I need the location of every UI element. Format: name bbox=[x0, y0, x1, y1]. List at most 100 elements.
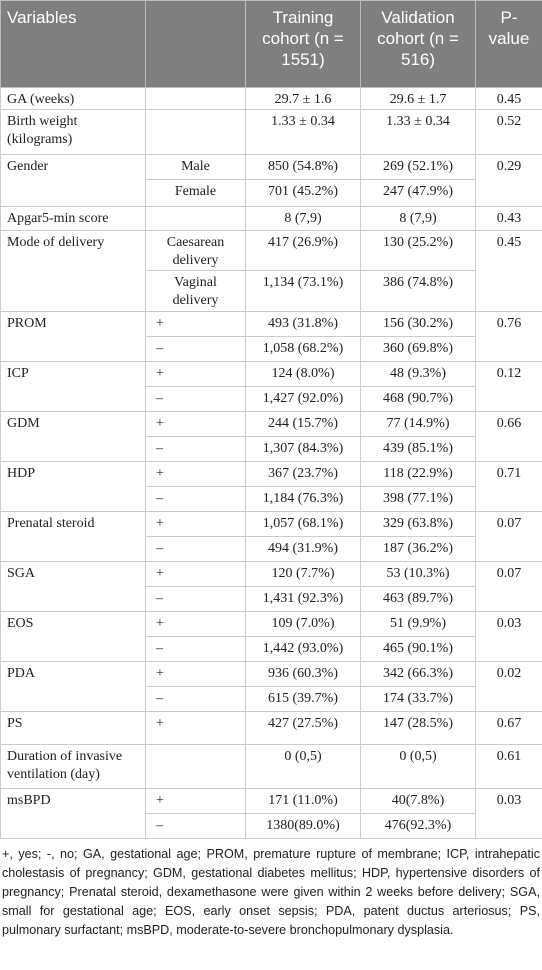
table-row: Prenatal steroid +1,057 (68.1%) 329 (63.8%… bbox=[0, 511, 542, 562]
training-cell: 171 (11.0%) bbox=[245, 788, 361, 814]
p-value-cell: 0.03 bbox=[475, 788, 542, 839]
training-cell: 417 (26.9%) bbox=[245, 230, 361, 271]
subgroup-cell: – bbox=[145, 386, 246, 412]
p-value-cell: 0.29 bbox=[475, 154, 542, 207]
training-cell: 1380(89.0%) bbox=[245, 813, 361, 839]
footnote: +, yes; -, no; GA, gestational age; PROM… bbox=[2, 847, 540, 937]
validation-cell: 29.6 ± 1.7 bbox=[360, 87, 476, 110]
subgroup-cell: + bbox=[145, 561, 246, 587]
subgroup-cell: – bbox=[145, 536, 246, 562]
header-cell: Validation cohort (n = 516) bbox=[360, 0, 476, 88]
subgroup-cell: Vaginal delivery bbox=[145, 270, 246, 312]
subgroup-cell: – bbox=[145, 586, 246, 612]
p-value-cell: 0.45 bbox=[475, 87, 542, 110]
table-row: GA (weeks) 29.7 ± 1.6 29.6 ± 1.7 0.45 bbox=[0, 87, 542, 110]
table-row: PS +427 (27.5%) 147 (28.5%) 0.67 bbox=[0, 711, 542, 745]
header-cell: Training cohort (n = 1551) bbox=[245, 0, 361, 88]
variable-cell: Birth weight (kilograms) bbox=[0, 109, 146, 155]
table-row: EOS +109 (7.0%) 51 (9.9%) 0.03 bbox=[0, 611, 542, 662]
header-cell: P-value bbox=[475, 0, 542, 88]
training-cell: 1,134 (73.1%) bbox=[245, 270, 361, 312]
training-cell: 615 (39.7%) bbox=[245, 686, 361, 712]
header-cell bbox=[145, 0, 246, 88]
subgroup-cell: + bbox=[145, 461, 246, 487]
validation-cell: 77 (14.9%) bbox=[360, 411, 476, 437]
validation-cell: 156 (30.2%) bbox=[360, 311, 476, 337]
table-row: SGA +120 (7.7%) 53 (10.3%) 0.07 bbox=[0, 561, 542, 612]
validation-cell: 247 (47.9%) bbox=[360, 179, 476, 207]
table-row: –1,058 (68.2%) 360 (69.8%) bbox=[1, 336, 542, 362]
variable-cell: Apgar5-min score bbox=[0, 206, 146, 231]
p-value-cell: 0.71 bbox=[475, 461, 542, 512]
variable-cell: Mode of delivery bbox=[0, 230, 146, 312]
variable-cell: ICP bbox=[0, 361, 146, 412]
validation-cell: 174 (33.7%) bbox=[360, 686, 476, 712]
p-value-cell: 0.12 bbox=[475, 361, 542, 412]
table-body: GA (weeks) 29.7 ± 1.6 29.6 ± 1.7 0.45 Birth … bbox=[0, 87, 542, 839]
training-cell: 427 (27.5%) bbox=[245, 711, 361, 745]
table-row: –1380(89.0%) 476(92.3%) bbox=[1, 813, 542, 839]
training-cell: 29.7 ± 1.6 bbox=[245, 87, 361, 110]
table-row: –1,307 (84.3%) 439 (85.1%) bbox=[1, 436, 542, 462]
table-row: GDM +244 (15.7%) 77 (14.9%) 0.66 bbox=[0, 411, 542, 462]
p-value-cell: 0.45 bbox=[475, 230, 542, 312]
validation-cell: 53 (10.3%) bbox=[360, 561, 476, 587]
subgroup-cell: Female bbox=[145, 179, 246, 207]
validation-cell: 476(92.3%) bbox=[360, 813, 476, 839]
p-value-cell: 0.52 bbox=[475, 109, 542, 155]
subgroup-cell bbox=[145, 87, 246, 110]
training-cell: 1,442 (93.0%) bbox=[245, 636, 361, 662]
table-row: PDA +936 (60.3%) 342 (66.3%) 0.02 bbox=[0, 661, 542, 712]
subgroup-cell bbox=[145, 206, 246, 231]
table-row: –1,184 (76.3%) 398 (77.1%) bbox=[1, 486, 542, 512]
variable-cell: PS bbox=[0, 711, 146, 745]
training-cell: 1,431 (92.3%) bbox=[245, 586, 361, 612]
training-cell: 1.33 ± 0.34 bbox=[245, 109, 361, 155]
variable-cell: SGA bbox=[0, 561, 146, 612]
subgroup-cell: + bbox=[145, 411, 246, 437]
training-cell: 1,307 (84.3%) bbox=[245, 436, 361, 462]
table-row: PROM +493 (31.8%) 156 (30.2%) 0.76 bbox=[0, 311, 542, 362]
p-value-cell: 0.66 bbox=[475, 411, 542, 462]
validation-cell: 8 (7,9) bbox=[360, 206, 476, 231]
subgroup-cell: + bbox=[145, 661, 246, 687]
subgroup-cell: – bbox=[145, 486, 246, 512]
subgroup-cell bbox=[145, 109, 246, 155]
table-row: ICP +124 (8.0%) 48 (9.3%) 0.12 bbox=[0, 361, 542, 412]
subgroup-cell: + bbox=[145, 611, 246, 637]
training-cell: 494 (31.9%) bbox=[245, 536, 361, 562]
validation-cell: 40(7.8%) bbox=[360, 788, 476, 814]
training-cell: 850 (54.8%) bbox=[245, 154, 361, 180]
p-value-cell: 0.02 bbox=[475, 661, 542, 712]
table-row: Female 701 (45.2%) 247 (47.9%) bbox=[1, 179, 542, 207]
validation-cell: 360 (69.8%) bbox=[360, 336, 476, 362]
variable-cell: GA (weeks) bbox=[0, 87, 146, 110]
validation-cell: 48 (9.3%) bbox=[360, 361, 476, 387]
subgroup-cell: Male bbox=[145, 154, 246, 180]
training-cell: 109 (7.0%) bbox=[245, 611, 361, 637]
variable-cell: PROM bbox=[0, 311, 146, 362]
p-value-cell: 0.67 bbox=[475, 711, 542, 745]
subgroup-cell: Caesarean delivery bbox=[145, 230, 246, 271]
validation-cell: 1.33 ± 0.34 bbox=[360, 109, 476, 155]
variable-cell: EOS bbox=[0, 611, 146, 662]
variable-cell: Duration of invasive ventilation (day) bbox=[0, 744, 146, 789]
training-cell: 1,058 (68.2%) bbox=[245, 336, 361, 362]
validation-cell: 386 (74.8%) bbox=[360, 270, 476, 312]
header-cell: Variables bbox=[0, 0, 146, 88]
subgroup-cell bbox=[145, 744, 246, 789]
subgroup-cell: – bbox=[145, 813, 246, 839]
table-row: Duration of invasive ventilation (day) 0 … bbox=[0, 744, 542, 789]
training-cell: 120 (7.7%) bbox=[245, 561, 361, 587]
training-cell: 493 (31.8%) bbox=[245, 311, 361, 337]
validation-cell: 329 (63.8%) bbox=[360, 511, 476, 537]
training-cell: 124 (8.0%) bbox=[245, 361, 361, 387]
p-value-cell: 0.61 bbox=[475, 744, 542, 789]
validation-cell: 465 (90.1%) bbox=[360, 636, 476, 662]
variable-cell: msBPD bbox=[0, 788, 146, 839]
table-row: –1,427 (92.0%) 468 (90.7%) bbox=[1, 386, 542, 412]
subgroup-cell: – bbox=[145, 436, 246, 462]
training-cell: 8 (7,9) bbox=[245, 206, 361, 231]
training-cell: 936 (60.3%) bbox=[245, 661, 361, 687]
